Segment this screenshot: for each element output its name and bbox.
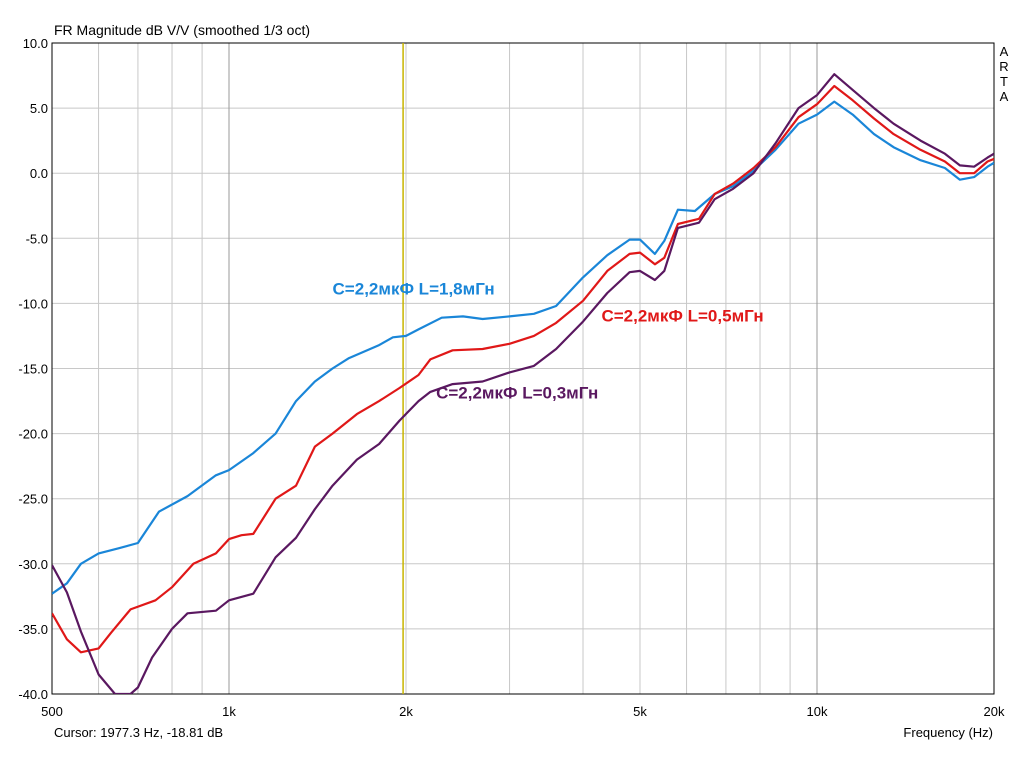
x-tick-label: 500 xyxy=(41,704,63,719)
x-tick-label: 2k xyxy=(399,704,413,719)
cursor-readout: Cursor: 1977.3 Hz, -18.81 dB xyxy=(54,725,223,740)
y-tick-label: -30.0 xyxy=(18,557,48,572)
x-tick-label: 10k xyxy=(807,704,828,719)
x-tick-label: 1k xyxy=(222,704,236,719)
watermark-letter: R xyxy=(999,59,1008,74)
series-line-3 xyxy=(52,73,994,694)
watermark-letter: A xyxy=(1000,89,1009,104)
series-layer xyxy=(52,73,994,694)
y-tick-label: 10.0 xyxy=(23,36,48,51)
series-labels: C=2,2мкФ L=1,8мГн C=2,2мкФ L=0,5мГн C=2,2м… xyxy=(333,279,764,402)
series-label-3: C=2,2мкФ L=0,3мГн xyxy=(436,383,598,402)
y-tick-label: -35.0 xyxy=(18,622,48,637)
y-tick-label: -5.0 xyxy=(26,231,48,246)
y-tick-label: -25.0 xyxy=(18,492,48,507)
x-tick-label: 5k xyxy=(633,704,647,719)
y-tick-label: -10.0 xyxy=(18,296,48,311)
series-label-2: C=2,2мкФ L=0,5мГн xyxy=(601,307,763,326)
series-label-1: C=2,2мкФ L=1,8мГн xyxy=(333,279,495,298)
x-tick-label: 20k xyxy=(984,704,1005,719)
y-tick-label: -20.0 xyxy=(18,427,48,442)
watermark-letter: T xyxy=(1000,74,1008,89)
series-line-2 xyxy=(52,84,994,654)
chart-title: FR Magnitude dB V/V (smoothed 1/3 oct) xyxy=(54,22,310,38)
y-tick-label: 5.0 xyxy=(30,101,48,116)
x-axis-label: Frequency (Hz) xyxy=(903,725,993,740)
y-tick-label: 0.0 xyxy=(30,166,48,181)
watermark-letter: A xyxy=(1000,44,1009,59)
plot-frame xyxy=(51,42,995,695)
y-axis-ticks: 10.0 5.0 0.0 -5.0 -10.0 -15.0 -20.0 -25.0 -30.0 -… xyxy=(18,36,48,702)
x-axis-ticks: 500 1k 2k 5k 10k 20k xyxy=(41,704,1005,719)
y-tick-label: -40.0 xyxy=(18,687,48,702)
series-line-1 xyxy=(52,100,994,595)
y-tick-label: -15.0 xyxy=(18,362,48,377)
